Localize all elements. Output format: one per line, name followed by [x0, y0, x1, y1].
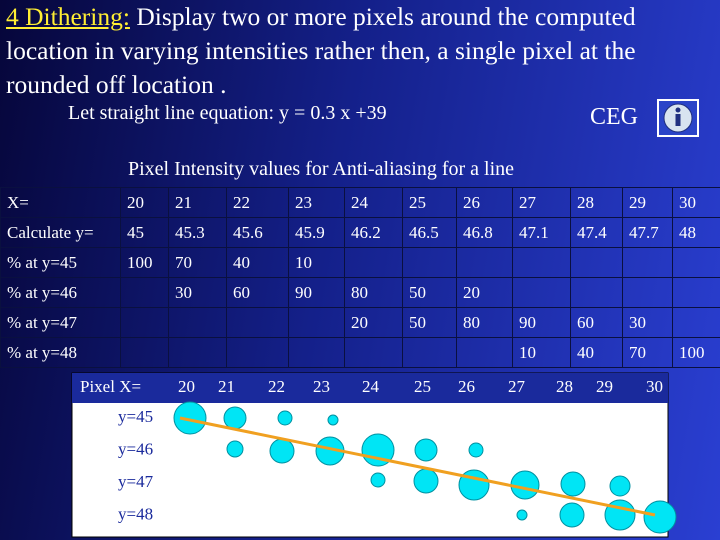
table-cell	[402, 337, 457, 368]
table-cell	[226, 337, 289, 368]
table-cell	[288, 337, 345, 368]
table-cell	[168, 337, 227, 368]
table-cell: 70	[622, 337, 673, 368]
table-cell: 24	[344, 187, 403, 218]
intensity-table: X= 20 21 22 23 24 25 26 27 28 29 30 Calculate y= 45 45…	[0, 187, 720, 368]
table-cell	[120, 337, 169, 368]
table-row: % at y=45 100 70 40 10	[0, 247, 720, 278]
table-row: % at y=46 30 60 90 80 50 20	[0, 277, 720, 308]
pixel-x-label: 20	[178, 377, 195, 396]
table-cell: 48	[672, 217, 720, 248]
table-cell	[622, 247, 673, 278]
table-row: % at y=48 10 40 70 100	[0, 337, 720, 368]
row-header: % at y=48	[0, 337, 121, 368]
table-cell: 22	[226, 187, 289, 218]
table-cell: 45.6	[226, 217, 289, 248]
table-cell	[402, 247, 457, 278]
table-row: % at y=47 20 50 80 90 60 30	[0, 307, 720, 338]
table-cell	[120, 277, 169, 308]
row-label: y=48	[118, 504, 153, 523]
title-label: 4 Dithering:	[6, 2, 130, 31]
table-cell: 46.2	[344, 217, 403, 248]
pixel-x-label: 26	[458, 377, 475, 396]
pixel-x-label: 24	[362, 377, 380, 396]
table-cell	[570, 277, 623, 308]
table-cell: 10	[512, 337, 571, 368]
pixel-x-label: 27	[508, 377, 526, 396]
pixel-x-label: 30	[646, 377, 663, 396]
row-header: X=	[0, 187, 121, 218]
table-cell: 28	[570, 187, 623, 218]
table-cell: 20	[120, 187, 169, 218]
table-cell: 45.9	[288, 217, 345, 248]
table-cell: 90	[288, 277, 345, 308]
table-cell	[512, 277, 571, 308]
pixel-x-label: 23	[313, 377, 330, 396]
table-cell: 46.5	[402, 217, 457, 248]
header-label: Pixel X=	[80, 377, 141, 396]
row-label: y=45	[118, 407, 153, 426]
row-header: % at y=45	[0, 247, 121, 278]
badge: CEG	[590, 104, 638, 130]
table-cell: 60	[226, 277, 289, 308]
table-cell: 47.7	[622, 217, 673, 248]
slide-title: 4 Dithering: Display two or more pixels …	[6, 0, 718, 102]
table-cell: 21	[168, 187, 227, 218]
table-cell: 27	[512, 187, 571, 218]
table-cell: 30	[168, 277, 227, 308]
pixel-x-label: 25	[414, 377, 431, 396]
pixel-x-label: 22	[268, 377, 285, 396]
table-cell	[344, 337, 403, 368]
table-caption: Pixel Intensity values for Anti-aliasing…	[128, 158, 515, 180]
row-label: y=46	[118, 439, 153, 458]
equation: Let straight line equation: y = 0.3 x +3…	[68, 102, 387, 124]
info-icon	[657, 99, 699, 137]
table-cell: 100	[120, 247, 169, 278]
table-cell: 10	[288, 247, 345, 278]
table-cell: 40	[570, 337, 623, 368]
pixel-x-label: 29	[596, 377, 613, 396]
table-row: X= 20 21 22 23 24 25 26 27 28 29 30	[0, 187, 720, 218]
pixel-x-label: 28	[556, 377, 573, 396]
title-text: Display two or more pixels around the co…	[6, 2, 636, 99]
pixel-x-label: 21	[218, 377, 235, 396]
table-cell: 23	[288, 187, 345, 218]
table-cell: 29	[622, 187, 673, 218]
table-cell: 30	[672, 187, 720, 218]
line-path	[179, 416, 656, 517]
diagram-header	[72, 373, 668, 403]
pixel-dots	[173, 401, 677, 534]
row-label: y=47	[118, 472, 154, 491]
table-cell: 100	[672, 337, 720, 368]
